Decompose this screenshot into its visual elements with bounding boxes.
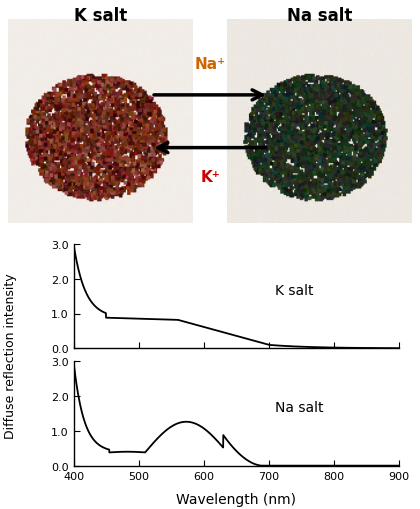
- Text: K salt: K salt: [276, 284, 314, 297]
- Text: Diffuse reflection intensity: Diffuse reflection intensity: [4, 272, 17, 438]
- Text: Na salt: Na salt: [276, 401, 324, 414]
- Text: Na⁺: Na⁺: [194, 57, 226, 72]
- Text: K⁺: K⁺: [200, 169, 220, 185]
- Text: Wavelength (nm): Wavelength (nm): [176, 493, 296, 506]
- Text: Na salt: Na salt: [286, 7, 352, 25]
- Text: K salt: K salt: [74, 7, 127, 25]
